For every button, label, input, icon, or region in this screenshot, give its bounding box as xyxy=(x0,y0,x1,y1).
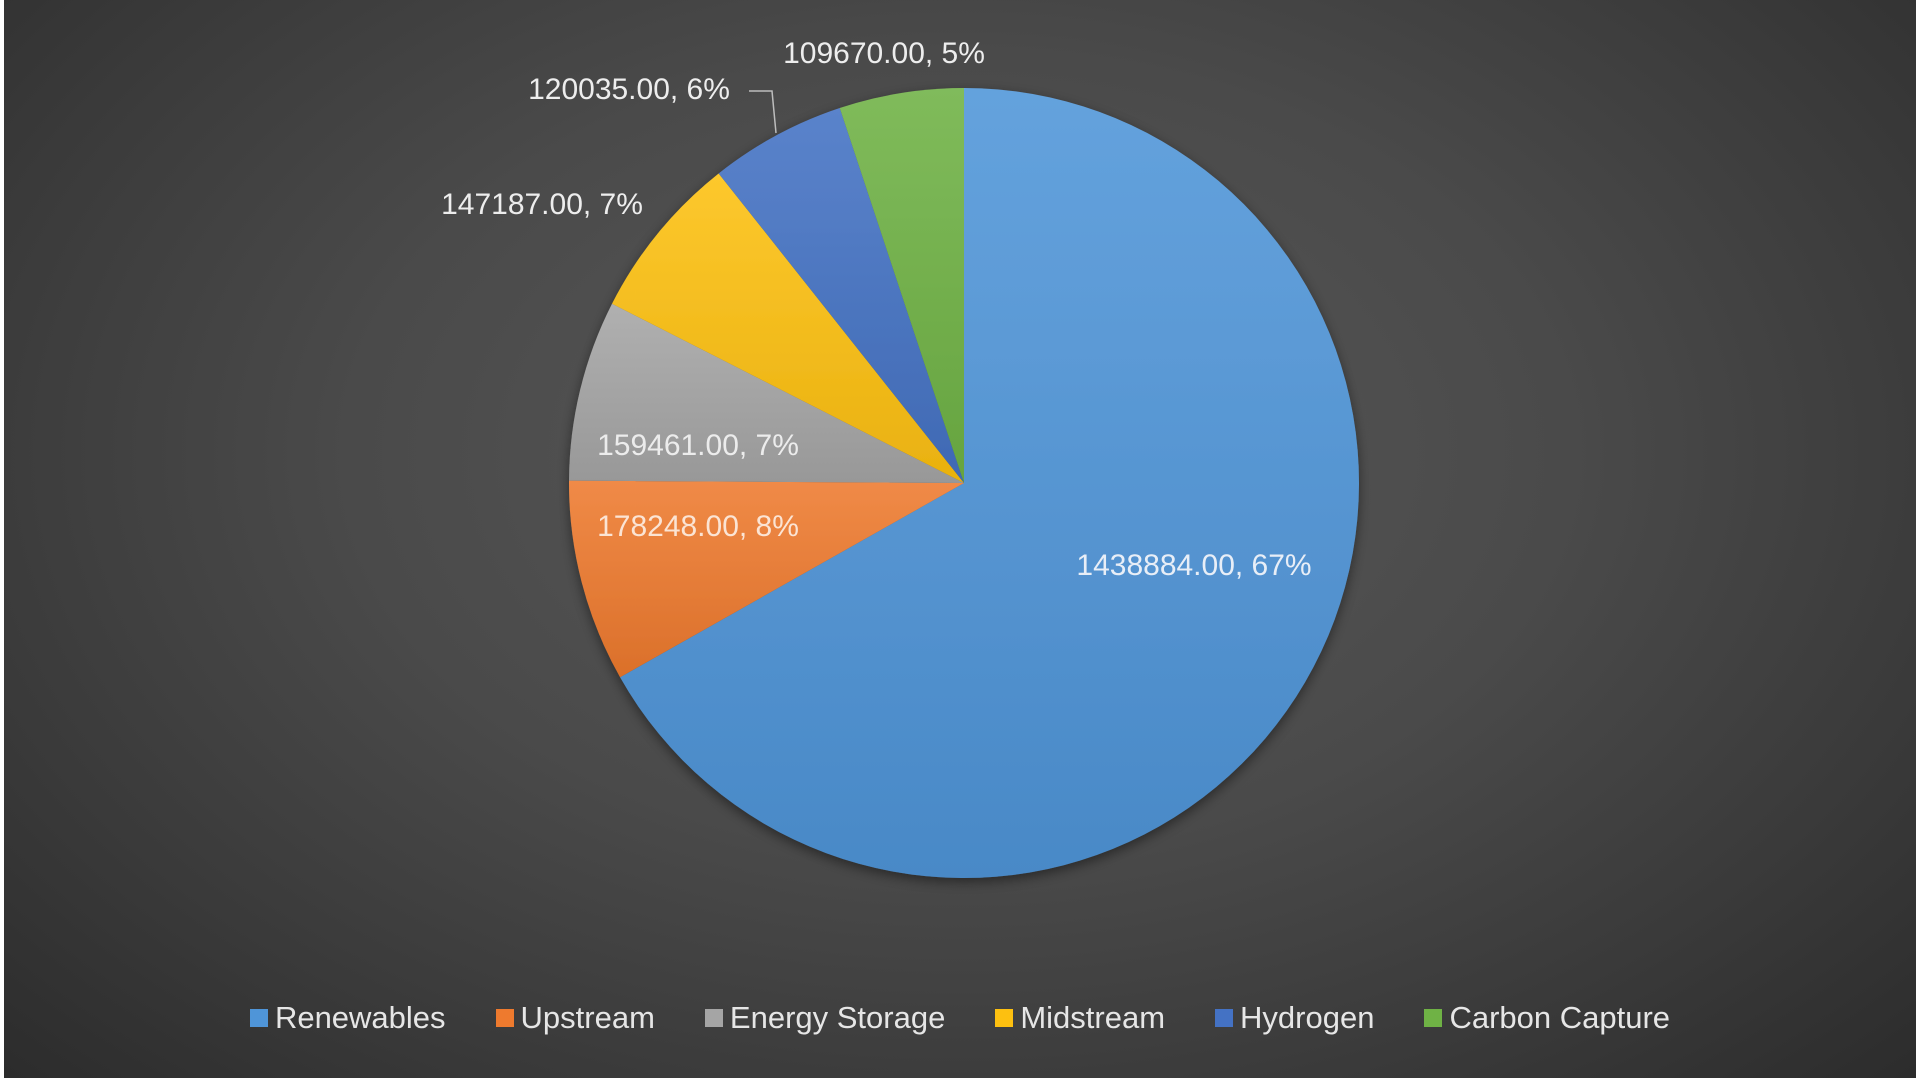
legend-item-upstream[interactable]: Upstream xyxy=(495,1000,655,1036)
legend-swatch xyxy=(704,1009,723,1027)
pie-slice-energy-storage[interactable] xyxy=(569,303,964,483)
legend-swatch xyxy=(495,1009,514,1027)
data-label-renewables: 1438884.00, 67% xyxy=(1076,549,1311,582)
legend-swatch xyxy=(249,1009,268,1027)
legend-item-energy-storage[interactable]: Energy Storage xyxy=(704,1000,946,1036)
data-label-midstream: 147187.00, 7% xyxy=(441,188,643,221)
pie-slice-upstream[interactable] xyxy=(569,480,964,678)
legend: Renewables Upstream Energy Storage Midst… xyxy=(4,994,1916,1042)
legend-label: Carbon Capture xyxy=(1449,1000,1671,1035)
legend-item-midstream[interactable]: Midstream xyxy=(995,1000,1165,1036)
legend-label: Midstream xyxy=(1020,1000,1166,1035)
data-label-energy-storage: 159461.00, 7% xyxy=(597,429,799,462)
legend-swatch xyxy=(1215,1009,1234,1027)
pie-slice-hydrogen[interactable] xyxy=(718,108,964,484)
legend-swatch xyxy=(1424,1009,1443,1027)
legend-label: Renewables xyxy=(274,1000,446,1035)
legend-label: Hydrogen xyxy=(1240,1000,1375,1035)
legend-label: Upstream xyxy=(520,1000,655,1035)
pie-slice-midstream[interactable] xyxy=(612,173,964,483)
leader-line-hydrogen xyxy=(749,90,777,134)
pie-slice-renewables[interactable] xyxy=(620,88,1360,878)
pie-slice-carbon-capture[interactable] xyxy=(839,88,964,483)
data-label-upstream: 178248.00, 8% xyxy=(597,510,799,543)
pie-chart: 1438884.00, 67% 178248.00, 8% 159461.00, 7… xyxy=(441,37,1360,878)
data-label-hydrogen: 120035.00, 6% xyxy=(528,73,730,106)
data-label-carbon-capture: 109670.00, 5% xyxy=(783,37,985,70)
legend-swatch xyxy=(995,1009,1014,1027)
legend-item-renewables[interactable]: Renewables xyxy=(249,1000,446,1036)
legend-item-carbon-capture[interactable]: Carbon Capture xyxy=(1424,1000,1670,1036)
chart-area: 1438884.00, 67% 178248.00, 8% 159461.00, 7… xyxy=(4,0,1916,1078)
legend-item-hydrogen[interactable]: Hydrogen xyxy=(1215,1000,1374,1036)
legend-label: Energy Storage xyxy=(729,1000,946,1035)
